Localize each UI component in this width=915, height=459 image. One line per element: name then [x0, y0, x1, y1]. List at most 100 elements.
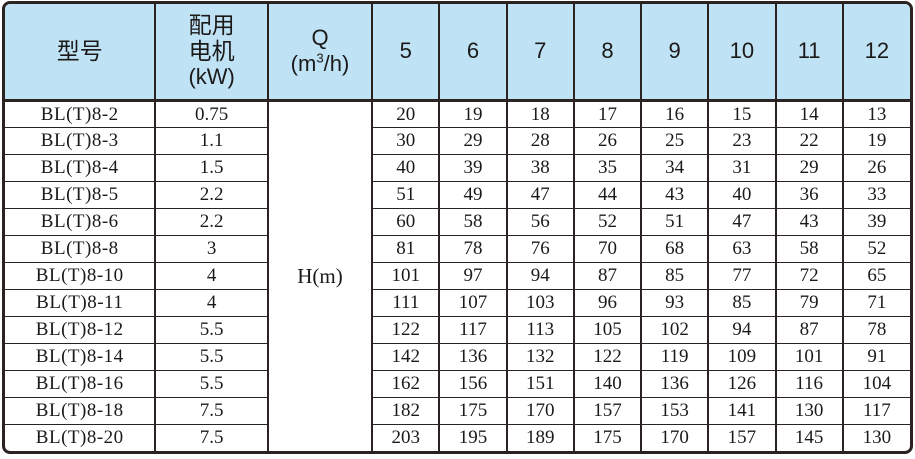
- table-row: BL(T)8-6 2.2 60 58 56 52 51 47 43 39: [5, 207, 910, 235]
- head-value-cell: 116: [774, 369, 843, 397]
- head-value-cell: 47: [707, 207, 776, 235]
- head-value-cell: 31: [707, 153, 776, 181]
- table-row: BL(T)8-18 7.5 182 175 170 157 153 141 130 117: [5, 396, 910, 424]
- head-value-cell: 68: [640, 234, 709, 262]
- flow-value-header: 12: [841, 4, 910, 102]
- motor-power-cell: 2.2: [154, 180, 268, 208]
- model-cell: BL(T)8-14: [5, 342, 156, 370]
- table-row: BL(T)8-10 4 101 97 94 87 85 77 72 65: [5, 261, 910, 289]
- head-value-cell: 102: [640, 315, 709, 343]
- head-value-cell: 58: [774, 234, 843, 262]
- head-value-cell: 22: [774, 126, 843, 154]
- head-value-cell: 13: [841, 99, 910, 127]
- head-value-cell: 29: [774, 153, 843, 181]
- model-cell: BL(T)8-10: [5, 261, 156, 289]
- motor-power-cell: 4: [154, 288, 268, 316]
- head-value-cell: 103: [505, 288, 574, 316]
- head-value-cell: 96: [572, 288, 642, 316]
- flow-value-header: 8: [572, 4, 642, 102]
- head-value-cell: 65: [841, 261, 910, 289]
- head-value-cell: 140: [572, 369, 642, 397]
- motor-power-cell: 1.1: [154, 126, 268, 154]
- head-value-cell: 39: [438, 153, 507, 181]
- head-value-cell: 76: [505, 234, 574, 262]
- head-value-cell: 113: [505, 315, 574, 343]
- head-value-cell: 162: [371, 369, 440, 397]
- motor-power-cell: 7.5: [154, 396, 268, 424]
- head-value-cell: 87: [572, 261, 642, 289]
- head-value-cell: 97: [438, 261, 507, 289]
- head-value-cell: 101: [371, 261, 440, 289]
- head-value-cell: 23: [707, 126, 776, 154]
- head-value-cell: 101: [774, 342, 843, 370]
- head-value-cell: 157: [707, 423, 776, 451]
- head-value-cell: 16: [640, 99, 709, 127]
- head-value-cell: 19: [841, 126, 910, 154]
- motor-header-line2: 电机: [188, 38, 235, 65]
- head-value-cell: 119: [640, 342, 709, 370]
- head-value-cell: 60: [371, 207, 440, 235]
- head-value-cell: 203: [371, 423, 440, 451]
- head-value-cell: 58: [438, 207, 507, 235]
- flow-column-header: Q (m3/h): [266, 4, 373, 102]
- flow-header-unit: (m3/h): [290, 50, 350, 77]
- pump-spec-table: 型号 配用 电机 (kW) Q (m3/h) 5 6 7 8 9 10 11 12 BL(T)…: [5, 4, 910, 451]
- head-value-cell: 107: [438, 288, 507, 316]
- header-row: 型号 配用 电机 (kW) Q (m3/h) 5 6 7 8 9 10 11 12: [5, 4, 910, 102]
- head-value-cell: 170: [640, 423, 709, 451]
- head-value-cell: 52: [841, 234, 910, 262]
- table-body: BL(T)8-2 0.75 H(m) 20 19 18 17 16 15 14 13 BL(T)8-3…: [5, 99, 910, 451]
- table-row: BL(T)8-5 2.2 51 49 47 44 43 40 36 33: [5, 180, 910, 208]
- flow-header-symbol: Q: [311, 25, 329, 51]
- motor-power-column-header: 配用 电机 (kW): [154, 4, 268, 102]
- head-value-cell: 28: [505, 126, 574, 154]
- head-value-cell: 15: [707, 99, 776, 127]
- head-value-cell: 141: [707, 396, 776, 424]
- head-value-cell: 51: [640, 207, 709, 235]
- head-value-cell: 38: [505, 153, 574, 181]
- head-value-cell: 79: [774, 288, 843, 316]
- motor-header-line1: 配用: [188, 12, 235, 39]
- table-row: BL(T)8-16 5.5 162 156 151 140 136 126 116 104: [5, 369, 910, 397]
- head-value-cell: 117: [841, 396, 910, 424]
- head-value-cell: 34: [640, 153, 709, 181]
- head-value-cell: 104: [841, 369, 910, 397]
- head-value-cell: 195: [438, 423, 507, 451]
- head-value-cell: 43: [774, 207, 843, 235]
- head-value-cell: 14: [774, 99, 843, 127]
- head-value-cell: 44: [572, 180, 642, 208]
- head-value-cell: 91: [841, 342, 910, 370]
- table-row: BL(T)8-4 1.5 40 39 38 35 34 31 29 26: [5, 153, 910, 181]
- head-value-cell: 29: [438, 126, 507, 154]
- head-unit-cell: H(m): [266, 99, 373, 451]
- head-value-cell: 130: [774, 396, 843, 424]
- model-cell: BL(T)8-20: [5, 423, 156, 451]
- model-cell: BL(T)8-2: [5, 99, 156, 127]
- head-value-cell: 40: [707, 180, 776, 208]
- head-value-cell: 81: [371, 234, 440, 262]
- head-value-cell: 26: [572, 126, 642, 154]
- flow-value-header: 5: [371, 4, 440, 102]
- head-value-cell: 72: [774, 261, 843, 289]
- head-value-cell: 182: [371, 396, 440, 424]
- head-value-cell: 157: [572, 396, 642, 424]
- head-value-cell: 132: [505, 342, 574, 370]
- head-value-cell: 33: [841, 180, 910, 208]
- model-cell: BL(T)8-5: [5, 180, 156, 208]
- head-value-cell: 85: [640, 261, 709, 289]
- head-value-cell: 71: [841, 288, 910, 316]
- head-value-cell: 130: [841, 423, 910, 451]
- head-value-cell: 94: [707, 315, 776, 343]
- head-value-cell: 56: [505, 207, 574, 235]
- head-value-cell: 77: [707, 261, 776, 289]
- head-value-cell: 30: [371, 126, 440, 154]
- head-value-cell: 63: [707, 234, 776, 262]
- model-column-header-label: 型号: [56, 37, 103, 64]
- motor-header-unit: (kW): [188, 64, 235, 90]
- head-value-cell: 151: [505, 369, 574, 397]
- motor-power-cell: 4: [154, 261, 268, 289]
- flow-value-header: 9: [640, 4, 709, 102]
- head-value-cell: 94: [505, 261, 574, 289]
- flow-value-header: 10: [707, 4, 776, 102]
